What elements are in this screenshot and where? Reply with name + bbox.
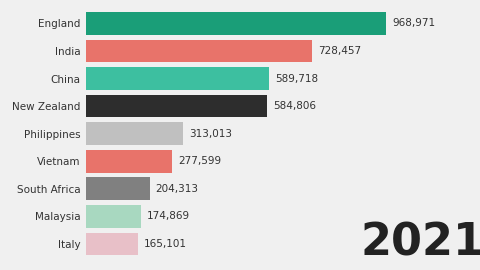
Text: 584,806: 584,806	[274, 101, 316, 111]
Bar	[86, 122, 183, 145]
Text: 589,718: 589,718	[275, 73, 318, 83]
Bar	[86, 205, 141, 228]
Bar	[86, 233, 137, 255]
Bar	[86, 95, 267, 117]
Bar	[86, 177, 150, 200]
Text: 277,599: 277,599	[179, 156, 221, 166]
Text: 165,101: 165,101	[144, 239, 187, 249]
Text: 204,313: 204,313	[156, 184, 199, 194]
Text: 2021: 2021	[360, 222, 480, 265]
Bar	[86, 150, 172, 173]
Text: 728,457: 728,457	[318, 46, 361, 56]
Bar	[86, 12, 386, 35]
Text: 174,869: 174,869	[146, 211, 190, 221]
Bar	[86, 40, 312, 62]
Text: 313,013: 313,013	[189, 129, 232, 139]
Bar	[86, 67, 269, 90]
Text: 968,971: 968,971	[392, 18, 435, 28]
